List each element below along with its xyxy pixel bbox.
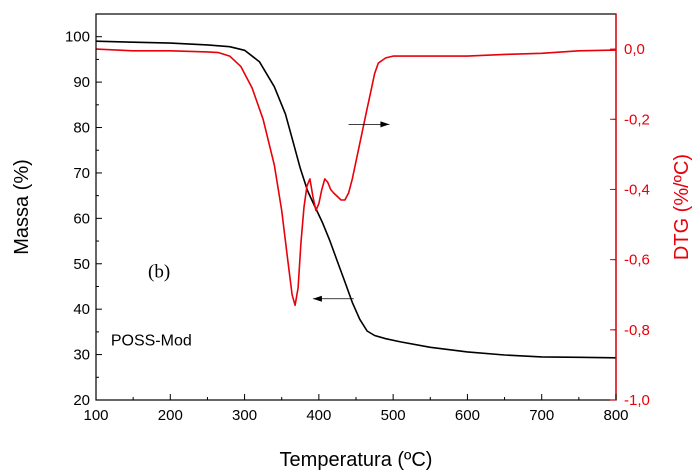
- x-tick-label: 200: [158, 407, 183, 424]
- y-tick-label: 60: [73, 210, 90, 227]
- y-tick-label: 90: [73, 74, 90, 91]
- y-tick-label: 20: [73, 392, 90, 409]
- y2-tick-label: 0,0: [624, 41, 645, 58]
- y-tick-label: 50: [73, 256, 90, 273]
- x-tick-label: 300: [232, 407, 257, 424]
- y2-tick-label: -0,2: [624, 111, 650, 128]
- series-layer: [95, 40, 617, 359]
- mass-series-line: [95, 40, 617, 359]
- x-tick-label: 100: [83, 407, 108, 424]
- y-tick-label: 70: [73, 165, 90, 182]
- annotation-layer: (b) POSS-Mod: [111, 121, 390, 350]
- x-tick-label: 400: [306, 407, 331, 424]
- y-tick-label: 80: [73, 120, 90, 137]
- y2-tick-label: -0,8: [624, 322, 650, 339]
- y2-tick-label: -0,4: [624, 181, 650, 198]
- annotation-arrowhead: [312, 295, 322, 302]
- sample-label: POSS-Mod: [111, 333, 192, 350]
- y-tick-label: 30: [73, 347, 90, 364]
- y-tick-label: 40: [73, 301, 90, 318]
- y2-tick-label: -1,0: [624, 392, 650, 409]
- panel-label: (b): [148, 261, 170, 282]
- x-tick-label: 700: [529, 407, 554, 424]
- x-tick-label: 800: [603, 407, 628, 424]
- dtg-series-line: [95, 48, 617, 307]
- x-tick-label: 600: [455, 407, 480, 424]
- annotation-arrowhead: [380, 121, 390, 128]
- y-tick-label: 100: [65, 29, 90, 46]
- y2-axis-title: DTG (%/ºC): [671, 154, 693, 260]
- ticks-layer: 100 200 300 400 500 600 700 800 20 30 40 50 60 70 80 90…: [65, 29, 650, 424]
- x-axis-title: Temperatura (ºC): [280, 449, 433, 471]
- y-axis-title: Massa (%): [11, 159, 33, 255]
- x-tick-label: 500: [381, 407, 406, 424]
- y2-tick-label: -0,6: [624, 252, 650, 269]
